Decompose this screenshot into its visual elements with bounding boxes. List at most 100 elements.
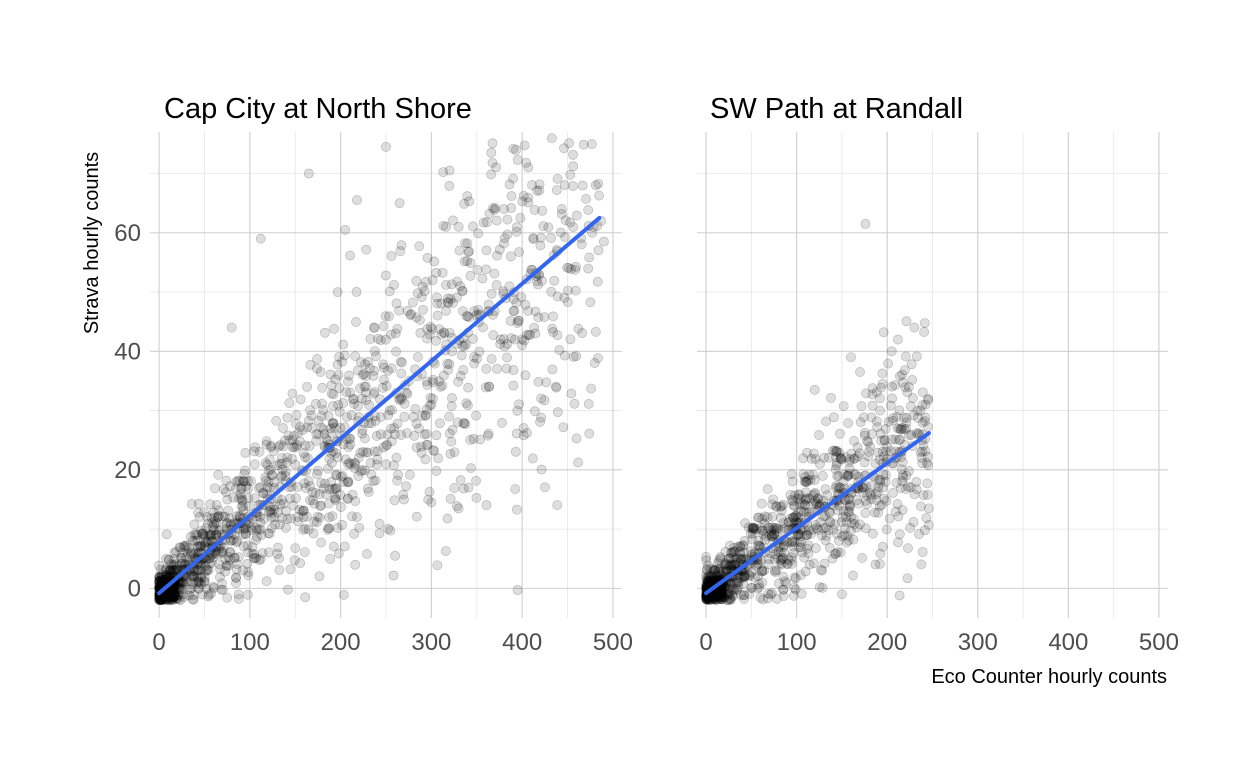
data-point bbox=[167, 589, 178, 600]
data-point bbox=[834, 482, 844, 492]
data-point bbox=[427, 377, 438, 388]
data-point bbox=[288, 500, 299, 511]
data-point bbox=[483, 430, 493, 441]
data-point bbox=[560, 215, 571, 226]
data-point bbox=[343, 376, 353, 387]
data-point bbox=[159, 574, 169, 585]
data-point bbox=[481, 217, 492, 228]
data-point bbox=[434, 376, 445, 387]
data-point bbox=[302, 381, 313, 392]
data-point bbox=[801, 507, 812, 518]
data-point bbox=[449, 483, 460, 493]
data-point bbox=[420, 454, 431, 465]
data-point bbox=[727, 584, 738, 594]
data-point bbox=[171, 585, 182, 595]
data-point bbox=[875, 548, 886, 559]
data-point bbox=[832, 446, 842, 456]
data-point bbox=[163, 588, 174, 599]
data-point bbox=[365, 334, 376, 344]
data-point bbox=[486, 354, 497, 364]
data-point bbox=[349, 528, 360, 539]
data-point bbox=[228, 535, 239, 545]
data-point bbox=[231, 573, 242, 583]
data-point bbox=[156, 594, 167, 605]
data-point bbox=[188, 589, 199, 600]
data-point bbox=[708, 564, 718, 575]
panel-title-cap-city: Cap City at North Shore bbox=[164, 93, 472, 125]
data-point bbox=[173, 583, 184, 594]
data-point bbox=[292, 440, 303, 450]
data-point bbox=[919, 327, 930, 337]
x-tick-label: 0 bbox=[699, 629, 712, 656]
data-point bbox=[172, 582, 182, 592]
data-point bbox=[875, 393, 885, 404]
data-point bbox=[317, 382, 328, 393]
data-point bbox=[239, 469, 250, 480]
data-point bbox=[875, 428, 886, 439]
data-point bbox=[808, 498, 819, 509]
data-point bbox=[592, 276, 603, 287]
data-point bbox=[581, 194, 591, 204]
data-point bbox=[238, 505, 249, 516]
data-point bbox=[171, 561, 182, 572]
data-point bbox=[213, 511, 223, 522]
data-point bbox=[568, 181, 578, 191]
data-point bbox=[871, 495, 882, 506]
data-point bbox=[154, 575, 165, 586]
data-point bbox=[214, 525, 224, 536]
data-point bbox=[399, 494, 409, 505]
data-point bbox=[163, 592, 173, 603]
data-point bbox=[157, 577, 167, 588]
data-point bbox=[796, 536, 806, 547]
data-point bbox=[278, 423, 288, 433]
data-point bbox=[200, 566, 211, 577]
data-point bbox=[791, 530, 802, 541]
data-point bbox=[215, 564, 226, 575]
data-point bbox=[290, 543, 301, 554]
data-point bbox=[923, 520, 934, 530]
data-point bbox=[915, 447, 926, 457]
data-point bbox=[170, 591, 181, 601]
data-point bbox=[462, 256, 473, 267]
data-point bbox=[442, 513, 453, 524]
data-point bbox=[701, 594, 712, 605]
data-point bbox=[338, 590, 349, 600]
data-point bbox=[188, 565, 199, 576]
data-point bbox=[722, 559, 733, 570]
data-point bbox=[240, 529, 251, 540]
data-point bbox=[433, 453, 444, 464]
data-point bbox=[318, 424, 329, 435]
data-point bbox=[789, 501, 800, 512]
data-point bbox=[275, 439, 286, 450]
data-point bbox=[155, 571, 165, 582]
data-point bbox=[900, 351, 911, 362]
data-point bbox=[578, 139, 589, 150]
data-point bbox=[168, 565, 178, 576]
data-point bbox=[878, 327, 889, 338]
data-point bbox=[177, 558, 188, 569]
data-point bbox=[280, 471, 291, 481]
data-point bbox=[899, 365, 910, 375]
data-point bbox=[386, 251, 397, 261]
data-point bbox=[800, 499, 810, 510]
data-point bbox=[225, 546, 235, 557]
data-point bbox=[240, 523, 251, 534]
data-point bbox=[322, 463, 333, 474]
data-point bbox=[285, 493, 295, 504]
data-point bbox=[324, 523, 335, 534]
data-point bbox=[266, 470, 277, 480]
data-point bbox=[254, 446, 265, 457]
data-point bbox=[879, 493, 890, 504]
data-point bbox=[290, 418, 301, 429]
data-point bbox=[714, 588, 725, 598]
data-point bbox=[755, 592, 766, 603]
data-point bbox=[332, 452, 343, 463]
data-point bbox=[238, 476, 249, 487]
data-point bbox=[176, 577, 187, 587]
data-point bbox=[721, 595, 732, 605]
data-point bbox=[739, 571, 750, 581]
data-point bbox=[192, 565, 203, 576]
data-point bbox=[565, 217, 575, 228]
data-point bbox=[903, 466, 914, 476]
data-point bbox=[508, 380, 519, 391]
